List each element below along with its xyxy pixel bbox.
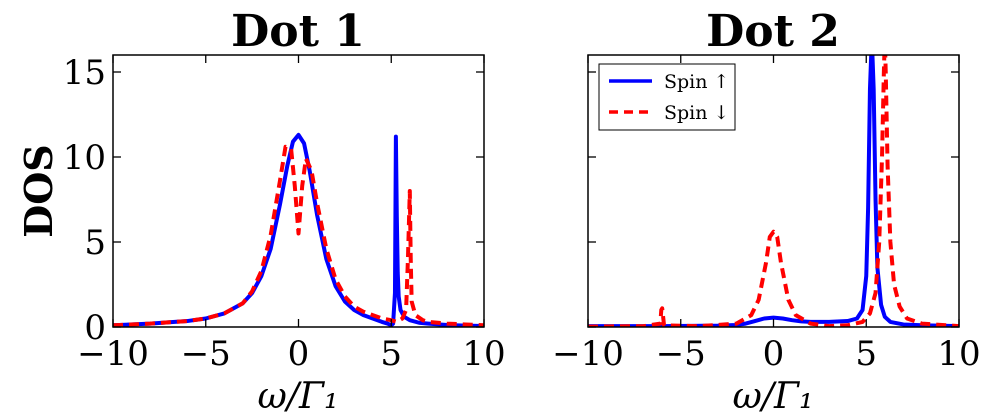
series-line-spin-down — [113, 144, 484, 327]
plot-frame — [587, 54, 960, 328]
y-tick-label: 0 — [84, 308, 106, 348]
x-tick-label: 10 — [937, 334, 980, 374]
series-layer — [588, 55, 959, 327]
y-axis-label: DOS — [16, 144, 61, 238]
x-tick-label: −5 — [181, 334, 231, 374]
legend-box — [598, 63, 736, 131]
x-tick-label: −10 — [77, 334, 149, 374]
series-layer — [113, 132, 484, 327]
legend-label-spin-down: Spin ↓ — [664, 102, 729, 124]
chart-title: Dot 2 — [706, 6, 840, 57]
x-tick-label: 5 — [380, 334, 402, 374]
plot-frame — [112, 54, 485, 328]
x-axis-label: ω/Γ₁ — [733, 376, 814, 416]
chart-title: Dot 1 — [231, 6, 365, 57]
y-tick-label: 10 — [63, 138, 106, 178]
x-axis-label: ω/Γ₁ — [258, 376, 339, 416]
legend-label-spin-up: Spin ↑ — [664, 71, 729, 93]
y-tick-label: 5 — [84, 223, 106, 263]
x-tick-label: 0 — [288, 334, 310, 374]
x-tick-label: −5 — [656, 334, 706, 374]
tick-layer: −10 −5 0 5 10 0 5 10 15 — [63, 53, 506, 374]
legend: Spin ↑ Spin ↓ — [598, 63, 736, 131]
tick-layer: −10 −5 0 5 10 — [552, 55, 981, 374]
x-tick-label: −10 — [552, 334, 624, 374]
series-line-spin-down — [588, 55, 959, 327]
x-tick-label: 0 — [763, 334, 785, 374]
series-line-spin-up — [588, 55, 959, 327]
panel-dot-1: Dot 1 DOS ω/Γ₁ −10 −5 0 5 10 0 5 10 15 — [16, 6, 506, 416]
x-tick-label: 5 — [855, 334, 877, 374]
y-tick-label: 15 — [63, 53, 106, 93]
x-tick-label: 10 — [462, 334, 505, 374]
panel-dot-2: Dot 2 ω/Γ₁ −10 −5 0 5 10 Spin ↑ Spin ↓ — [552, 6, 981, 416]
